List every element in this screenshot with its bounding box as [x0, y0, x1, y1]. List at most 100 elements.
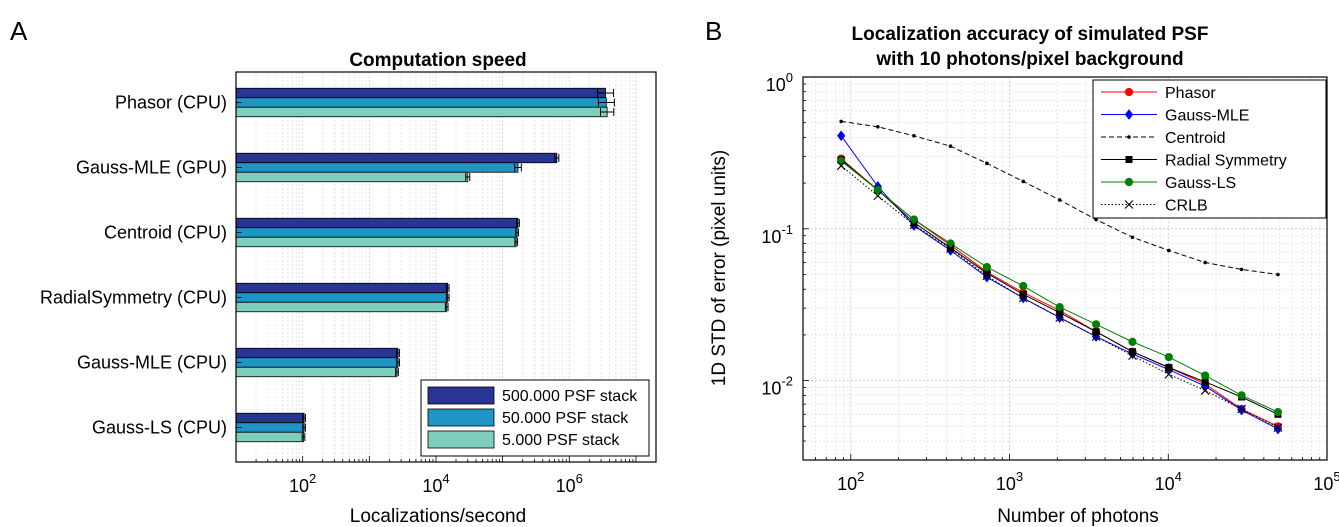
data-point [946, 244, 955, 254]
data-point [1128, 351, 1137, 361]
x-tick-label-exponent: 2 [857, 469, 864, 484]
data-point [1200, 386, 1210, 395]
data-point [1276, 272, 1280, 277]
y-tick-label-base: 10 [761, 227, 781, 247]
panel-b: B Localization accuracy of simulated PSF… [705, 16, 1339, 527]
x-tick-label: 106 [556, 471, 583, 496]
category-label: Gauss-MLE (CPU) [77, 353, 227, 373]
legend: Phasor Gauss-MLE Centroid Radial Symmetry Ga… [1092, 79, 1327, 219]
data-point [1203, 260, 1207, 265]
data-point [1239, 267, 1244, 272]
data-point [837, 130, 846, 142]
panel-a-letter: A [10, 16, 28, 46]
x-tick-label-exponent: 6 [576, 471, 583, 486]
x-tick-label: 102 [837, 469, 864, 494]
legend-label: Radial Symmetry [1165, 153, 1287, 170]
x-tick-label: 102 [289, 471, 316, 496]
y-tick-label-exponent: -2 [781, 374, 793, 389]
legend-label: CRLB [1165, 198, 1208, 215]
bar [235, 347, 399, 359]
chart-title: Computation speed [349, 50, 526, 71]
data-point [948, 144, 953, 149]
data-point [1165, 364, 1173, 372]
x-tick-label-base: 10 [996, 474, 1016, 494]
x-tick-label: 104 [422, 471, 449, 496]
data-point [1164, 369, 1174, 379]
data-point [909, 220, 919, 230]
data-point [1167, 248, 1171, 253]
category-label: RadialSymmetry (CPU) [40, 288, 227, 308]
bar [235, 366, 398, 378]
x-tick-label: 103 [996, 469, 1023, 494]
legend-label: Gauss-LS [1165, 175, 1236, 192]
data-point [1130, 235, 1135, 240]
legend-label: Gauss-MLE [1165, 108, 1249, 125]
bar [235, 422, 305, 433]
legend-swatch [427, 430, 495, 449]
chart-title-line-2: with 10 photons/pixel background [875, 49, 1183, 70]
data-point [837, 156, 846, 166]
data-point [1055, 302, 1064, 312]
category-label: Gauss-MLE (GPU) [76, 158, 227, 178]
data-point [946, 239, 955, 248]
x-axis-label: Number of photons [997, 506, 1159, 527]
x-tick-labels: 102 104 106 [289, 471, 583, 496]
bar [235, 412, 305, 424]
x-axis-label: Localizations/second [350, 506, 526, 527]
y-tick-label: 10-2 [761, 374, 793, 399]
y-tick-label-exponent: -1 [781, 222, 793, 237]
series-centroid [839, 119, 1280, 277]
x-tick-label-base: 10 [837, 474, 857, 494]
legend-swatch [427, 386, 495, 405]
data-point [1019, 281, 1028, 291]
x-tick-label-base: 10 [556, 476, 576, 496]
x-tick-label-base: 10 [1313, 474, 1333, 494]
y-tick-label: 100 [766, 70, 793, 95]
x-tick-labels: 102 103 104 105 [837, 469, 1339, 494]
chart-title-line-1: Localization accuracy of simulated PSF [852, 24, 1209, 45]
legend-label: 50.000 PSF stack [502, 410, 629, 427]
data-point [836, 161, 846, 171]
data-point [1128, 337, 1137, 346]
x-tick-label-exponent: 4 [442, 471, 449, 486]
data-point [1124, 177, 1134, 187]
legend-label: 500.000 PSF stack [502, 388, 638, 405]
data-point [839, 119, 843, 124]
x-tick-label-base: 10 [1155, 474, 1175, 494]
plot-area-frame [802, 76, 1328, 461]
bar [235, 236, 517, 248]
category-label: Centroid (CPU) [104, 223, 227, 243]
bar [235, 301, 448, 313]
data-point [873, 191, 883, 201]
bar [235, 162, 519, 173]
legend-label: Centroid [1165, 130, 1225, 147]
data-point [1273, 408, 1283, 417]
data-point [1018, 293, 1028, 303]
y-tick-label-base: 10 [761, 379, 781, 399]
data-point [982, 262, 991, 272]
category-label: Phasor (CPU) [115, 93, 227, 113]
data-point [1091, 332, 1101, 341]
data-point [1237, 404, 1246, 414]
data-point [985, 161, 989, 166]
data-point [1237, 391, 1246, 400]
data-point [982, 271, 992, 281]
panel-b-letter: B [705, 16, 722, 46]
bar [235, 106, 608, 118]
legend-label: 5.000 PSF stack [502, 432, 620, 449]
data-point [1128, 348, 1136, 356]
bar [235, 357, 399, 368]
x-tick-label-base: 10 [289, 476, 309, 496]
x-tick-label-exponent: 5 [1333, 469, 1339, 484]
data-point [876, 124, 880, 129]
data-point [1124, 109, 1134, 120]
x-tick-label-base: 10 [422, 476, 442, 496]
bar [235, 87, 606, 99]
bar [235, 282, 449, 294]
bar [235, 152, 558, 164]
series-gauss-ls [837, 156, 1283, 417]
data-point [1091, 320, 1101, 329]
category-labels: Phasor (CPU) Gauss-MLE (GPU) Centroid (CPU… [40, 93, 242, 438]
